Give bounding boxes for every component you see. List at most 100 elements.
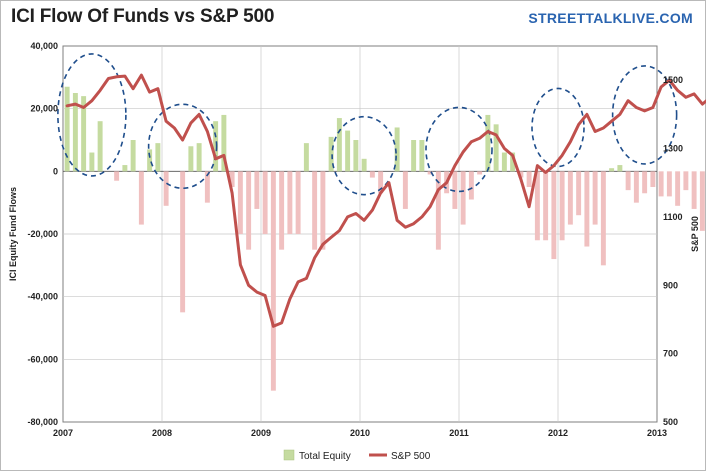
left-tick-label: 40,000 — [30, 41, 58, 51]
bar — [650, 171, 656, 187]
highlight-ellipse — [611, 65, 678, 165]
bar — [72, 93, 78, 172]
highlight-ellipse — [57, 53, 127, 177]
bar — [163, 171, 169, 206]
right-tick-label: 1100 — [663, 212, 683, 222]
legend-line-label: S&P 500 — [391, 451, 431, 462]
left-tick-label: -80,000 — [27, 417, 58, 427]
bar — [584, 171, 590, 247]
bar — [452, 171, 458, 209]
bar — [328, 136, 334, 172]
bar — [246, 171, 252, 250]
highlight-circles — [57, 53, 678, 196]
right-tick-label: 900 — [663, 280, 678, 290]
bar — [345, 130, 351, 172]
bar — [501, 152, 507, 172]
sp500-line — [65, 73, 706, 328]
bar — [254, 171, 260, 209]
bar — [188, 146, 194, 172]
bar — [460, 171, 466, 225]
bar — [419, 140, 425, 172]
bar — [97, 121, 103, 172]
legend-bar-label: Total Equity — [299, 451, 351, 462]
highlight-ellipse — [425, 106, 493, 193]
left-tick-label: 0 — [53, 166, 58, 176]
right-axis-ticks: 1500 1300 1100 900 700 500 — [663, 75, 683, 427]
right-tick-label: 700 — [663, 349, 678, 359]
x-axis-ticks: 2007 2008 2009 2010 2011 2012 2013 — [53, 428, 667, 438]
left-tick-label: 20,000 — [30, 104, 58, 114]
bar — [411, 140, 417, 172]
left-tick-label: -60,000 — [27, 354, 58, 364]
bar — [485, 114, 491, 172]
legend: Total Equity S&P 500 — [283, 449, 431, 462]
bar — [287, 171, 293, 234]
brand-logo-text: STREETTALKLIVE.COM — [528, 10, 693, 26]
bar — [155, 143, 161, 172]
bar — [89, 152, 95, 172]
bar — [147, 149, 153, 172]
bar — [617, 165, 623, 172]
bar — [609, 168, 615, 172]
bar — [427, 171, 433, 175]
x-tick-label: 2010 — [350, 428, 370, 438]
bar — [204, 171, 210, 203]
bar — [369, 171, 375, 178]
bar — [237, 171, 243, 234]
bar — [64, 86, 70, 172]
bar — [279, 171, 285, 250]
bar — [493, 124, 499, 172]
x-tick-label: 2007 — [53, 428, 73, 438]
bar — [691, 171, 697, 209]
bar — [262, 171, 268, 234]
bar — [699, 171, 705, 231]
right-tick-label: 1300 — [663, 144, 683, 154]
bar — [592, 171, 598, 225]
bar — [510, 152, 516, 172]
bar — [658, 171, 664, 197]
x-tick-label: 2009 — [251, 428, 271, 438]
bar — [138, 171, 144, 225]
bar-series — [64, 86, 705, 391]
bar — [625, 171, 631, 191]
bar — [312, 171, 318, 250]
bar — [468, 171, 474, 200]
bar — [320, 171, 326, 250]
bar — [559, 171, 565, 241]
right-tick-label: 1500 — [663, 75, 683, 85]
bar — [336, 118, 342, 172]
page-title: ICI Flow Of Funds vs S&P 500 — [11, 6, 275, 27]
bar — [229, 171, 235, 187]
bar — [81, 96, 87, 172]
bar — [353, 140, 359, 172]
bar — [213, 121, 219, 172]
right-axis-title: S&P 500 — [690, 216, 700, 252]
bar — [642, 171, 648, 194]
highlight-ellipse — [331, 115, 397, 196]
bar — [543, 171, 549, 241]
bar — [130, 140, 136, 172]
right-tick-label: 500 — [663, 417, 678, 427]
bar — [518, 171, 524, 178]
line-series — [65, 73, 706, 328]
bar — [221, 114, 227, 172]
left-axis-title: ICI Equity Fund Flows — [8, 187, 18, 281]
bar — [196, 143, 202, 172]
bar — [402, 171, 408, 209]
highlight-ellipse — [531, 87, 585, 168]
bar — [576, 171, 582, 216]
bar — [394, 127, 400, 172]
bar — [666, 171, 672, 197]
bar — [633, 171, 639, 203]
bar — [600, 171, 606, 266]
bar — [122, 165, 128, 172]
bar — [303, 143, 309, 172]
bar — [435, 171, 441, 250]
bar — [534, 171, 540, 241]
x-tick-label: 2013 — [647, 428, 667, 438]
bar — [180, 171, 186, 313]
left-tick-label: -20,000 — [27, 229, 58, 239]
bar — [295, 171, 301, 234]
